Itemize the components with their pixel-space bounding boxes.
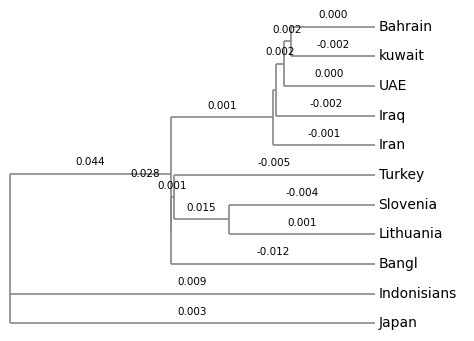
Text: 0.002: 0.002 <box>273 25 302 35</box>
Text: Iraq: Iraq <box>379 108 406 122</box>
Text: Bangl: Bangl <box>379 257 419 271</box>
Text: 0.009: 0.009 <box>178 277 207 287</box>
Text: Lithuania: Lithuania <box>379 227 443 241</box>
Text: 0.001: 0.001 <box>207 101 237 111</box>
Text: 0.015: 0.015 <box>187 203 217 213</box>
Text: -0.012: -0.012 <box>256 248 290 257</box>
Text: Turkey: Turkey <box>379 168 424 182</box>
Text: 0.000: 0.000 <box>315 69 344 79</box>
Text: Japan: Japan <box>379 316 418 330</box>
Text: 0.003: 0.003 <box>178 307 207 317</box>
Text: 0.028: 0.028 <box>130 169 160 179</box>
Text: 0.002: 0.002 <box>265 47 295 57</box>
Text: UAE: UAE <box>379 79 407 93</box>
Text: Indonisians: Indonisians <box>379 287 457 301</box>
Text: -0.002: -0.002 <box>309 99 342 109</box>
Text: 0.001: 0.001 <box>158 181 187 191</box>
Text: Slovenia: Slovenia <box>379 198 438 212</box>
Text: 0.001: 0.001 <box>287 218 317 228</box>
Text: kuwait: kuwait <box>379 49 424 63</box>
Text: Iran: Iran <box>379 138 406 152</box>
Text: 0.044: 0.044 <box>75 158 105 167</box>
Text: -0.005: -0.005 <box>258 159 291 168</box>
Text: 0.000: 0.000 <box>318 10 347 20</box>
Text: -0.002: -0.002 <box>316 40 350 50</box>
Text: Bahrain: Bahrain <box>379 19 433 33</box>
Text: -0.004: -0.004 <box>285 188 319 198</box>
Text: -0.001: -0.001 <box>307 129 340 139</box>
